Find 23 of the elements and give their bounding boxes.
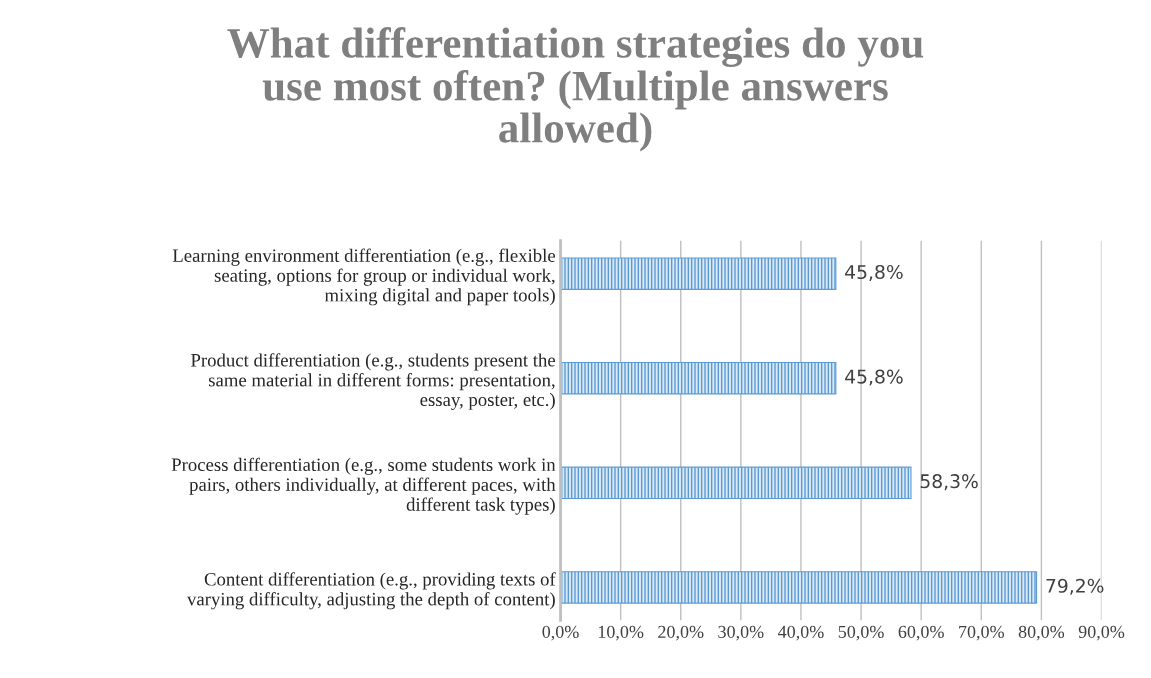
- y-tick-label: Content differentiation (e.g., providing texts of varying difficulty, adjusting the depth of content): [187, 572, 556, 610]
- y-tick-label: Product differentiation (e.g., students present the same material in different forms: presentation, essay, poster, etc.): [191, 353, 556, 410]
- data-label: 45,8%: [845, 369, 903, 386]
- bar: [560, 257, 837, 290]
- data-label: 58,3%: [920, 474, 978, 491]
- bar: [560, 361, 837, 395]
- x-tick-label: 50,0%: [838, 625, 884, 641]
- chart-title: What differentiation strategies do you use most often? (Multiple answers allowed): [227, 27, 924, 152]
- x-tick-label: 70,0%: [959, 625, 1004, 641]
- data-label: 45,8%: [845, 264, 903, 281]
- x-tick-label: 80,0%: [1018, 625, 1065, 641]
- y-tick-label: Learning environment differentiation (e.g., flexible seating, options for group or individual work, mixing digital and paper tools): [172, 248, 556, 306]
- y-tick-label: Process differentiation (e.g., some students work in pairs, others individually, at different paces, with different task types): [171, 457, 556, 515]
- x-tick-label: 40,0%: [778, 625, 824, 641]
- x-tick-label: 20,0%: [658, 625, 704, 641]
- x-tick-label: 90,0%: [1078, 625, 1125, 641]
- x-tick-label: 0,0%: [542, 625, 579, 641]
- bar: [560, 571, 1038, 604]
- x-tick-label: 30,0%: [718, 625, 764, 641]
- x-tick-label: 10,0%: [598, 625, 644, 641]
- bar: [560, 466, 912, 500]
- x-tick-label: 60,0%: [898, 625, 944, 641]
- data-label: 79,2%: [1046, 578, 1104, 595]
